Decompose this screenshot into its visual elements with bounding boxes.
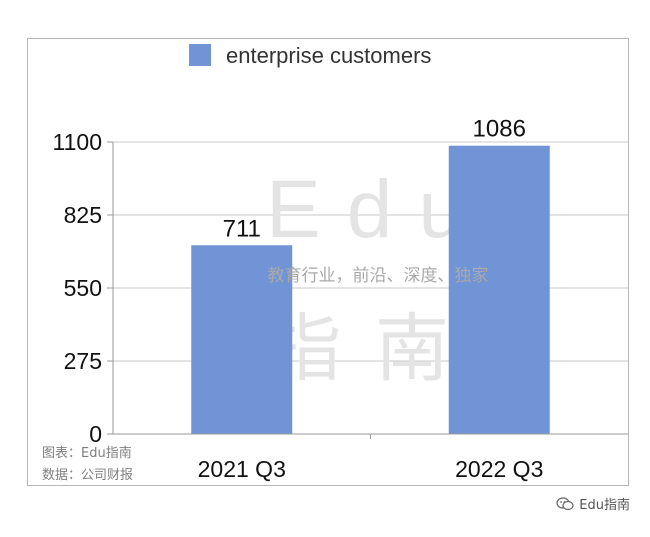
y-tick-label: 550 bbox=[64, 275, 102, 301]
x-tick-label: 2021 Q3 bbox=[198, 456, 286, 482]
footer-brand-label: Edu指南 bbox=[579, 498, 630, 513]
watermark-cjk: 指南 bbox=[267, 307, 483, 390]
source-data-credit: 数据：公司财报 bbox=[42, 468, 134, 483]
x-tick-label: 2022 Q3 bbox=[455, 456, 543, 482]
legend: enterprise customers bbox=[189, 43, 431, 68]
y-tick-label: 825 bbox=[64, 202, 102, 228]
watermark: Edu 指南 bbox=[266, 164, 490, 390]
y-tick-label: 1100 bbox=[53, 129, 102, 155]
bar-data-label: 711 bbox=[223, 215, 261, 242]
bars: 711 1086 bbox=[191, 116, 550, 434]
watermark-latin: Edu bbox=[266, 164, 490, 255]
footer-brand[interactable]: Edu指南 bbox=[556, 494, 630, 513]
bar-2021-q3 bbox=[191, 245, 293, 434]
source-chart-credit: 图表：Edu指南 bbox=[42, 446, 132, 461]
y-tick-label: 275 bbox=[64, 348, 102, 374]
legend-swatch-enterprise-customers bbox=[189, 44, 211, 66]
watermark-tagline: 教育行业，前沿、深度、独家 bbox=[268, 266, 489, 285]
bar-2022-q3 bbox=[448, 145, 550, 434]
y-tick-label: 0 bbox=[89, 421, 102, 447]
legend-label-enterprise-customers: enterprise customers bbox=[226, 43, 431, 68]
axes: 0 275 550 825 1100 2021 Q3 2022 Q3 bbox=[53, 129, 628, 482]
bar-data-label: 1086 bbox=[473, 116, 526, 143]
wechat-icon bbox=[556, 496, 574, 510]
